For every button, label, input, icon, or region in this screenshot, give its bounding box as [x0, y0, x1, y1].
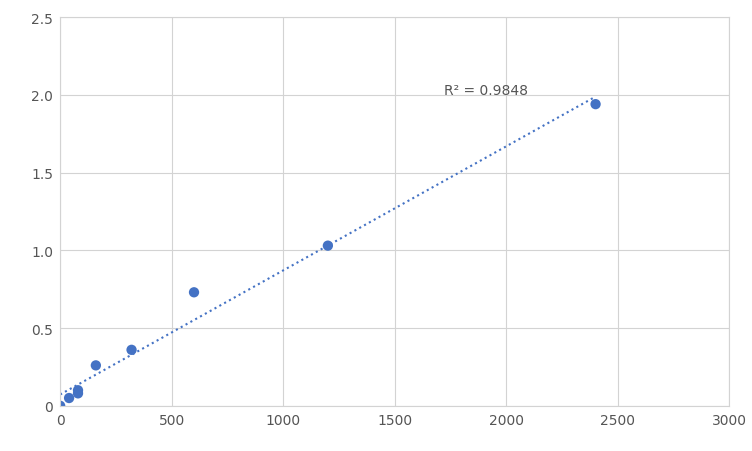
Point [72, 390, 84, 397]
Point [54, 402, 66, 410]
Point [63, 395, 75, 402]
Point [322, 243, 334, 250]
Point [89, 362, 102, 369]
Point [590, 101, 602, 109]
Point [126, 346, 138, 354]
Point [188, 289, 200, 296]
Text: R² = 0.9848: R² = 0.9848 [444, 84, 528, 98]
Point [72, 387, 84, 394]
